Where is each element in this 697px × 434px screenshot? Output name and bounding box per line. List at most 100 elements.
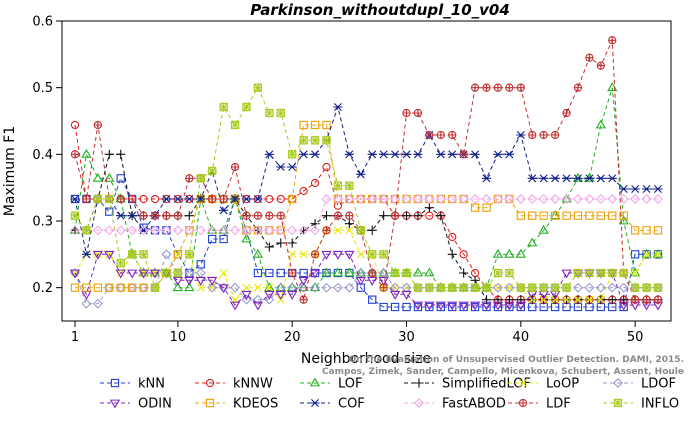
data-point-odin [127, 269, 138, 279]
data-point-lof [138, 267, 149, 277]
data-point-knn [208, 234, 217, 244]
data-point-fastabod [378, 194, 389, 204]
data-point-lof [424, 267, 435, 277]
data-point-fastabod [550, 194, 561, 204]
data-point-ldf [333, 211, 343, 220]
data-point-fastabod [184, 225, 195, 236]
data-point-odin [275, 290, 286, 300]
data-point-ldf [173, 211, 183, 220]
y-tick-label: 0.5 [32, 81, 53, 96]
data-point-odin [561, 269, 572, 279]
legend-label-ldf: LDF [546, 397, 571, 412]
legend-item-ldf: LDF [508, 397, 571, 412]
data-point-inflo [447, 283, 457, 293]
legend-label-knnw: kNNW [233, 377, 273, 392]
data-point-lof [207, 224, 218, 234]
data-point-knn [402, 302, 411, 312]
data-point-ldf [82, 194, 91, 204]
data-point-inflo [207, 166, 217, 176]
data-point-cof [299, 150, 309, 159]
data-point-ldf [253, 211, 263, 220]
data-point-lof [298, 282, 309, 292]
data-point-inflo [539, 283, 549, 293]
data-point-cof [413, 150, 423, 159]
data-point-cof [379, 150, 389, 159]
data-point-knn [448, 302, 457, 312]
series-loop [71, 226, 662, 304]
data-point-fastabod [287, 225, 298, 236]
data-point-loop [299, 250, 308, 259]
data-point-ldof [310, 282, 321, 293]
data-point-inflo [82, 225, 91, 235]
data-point-odin [481, 301, 492, 311]
data-point-inflo [242, 102, 251, 112]
data-point-lof [412, 267, 424, 277]
data-point-cof [573, 174, 583, 183]
series-layer [69, 36, 664, 312]
legend-label-odin: ODIN [138, 397, 172, 412]
data-point-odin [92, 250, 104, 260]
data-point-lof [344, 267, 355, 277]
data-point-lof [549, 210, 561, 220]
data-point-inflo [413, 283, 423, 293]
data-point-knnw [276, 194, 285, 204]
series-odin [69, 250, 664, 311]
data-point-cof [390, 150, 400, 159]
data-point-knnw [150, 194, 160, 204]
data-point-inflo [642, 283, 651, 293]
data-point-inflo [310, 135, 320, 145]
data-point-simplifiedlof [447, 249, 457, 259]
data-point-knn [379, 302, 388, 312]
data-point-kdeos [573, 211, 583, 220]
data-point-loop [356, 250, 365, 259]
data-point-kdeos [105, 283, 114, 292]
data-point-odin [344, 250, 355, 260]
data-point-inflo [356, 225, 366, 235]
legend-marker-inflo [613, 398, 623, 408]
data-point-knn [436, 302, 445, 312]
data-point-fastabod [492, 194, 503, 204]
data-point-simplifiedlof [459, 268, 469, 278]
x-axis-label: Neighborhood size [301, 351, 431, 367]
data-point-simplifiedlof [264, 242, 274, 252]
data-point-kdeos [630, 226, 640, 235]
data-point-ldf [516, 83, 525, 92]
legend-marker-ldof [613, 378, 623, 388]
data-point-loop [345, 226, 354, 235]
data-point-fastabod [515, 194, 526, 204]
legend: kNN kNNW LOF SimplifiedLOF LoOP LDOF ODIN KDEOS… [100, 377, 679, 412]
data-point-loop [288, 250, 297, 259]
data-point-knn [425, 302, 434, 312]
legend-item-simplifiedlof: SimplifiedLOF [404, 377, 531, 392]
data-point-ldf [596, 61, 605, 70]
legend-item-odin: ODIN [100, 397, 172, 412]
data-point-odin [218, 284, 229, 294]
data-point-knn [196, 260, 205, 269]
series-line-lof [74, 87, 658, 289]
data-point-ldof [595, 282, 606, 293]
data-point-knnw [448, 232, 457, 242]
data-point-ldof [264, 294, 275, 305]
data-point-ldf [242, 211, 251, 220]
data-point-knn [368, 295, 377, 304]
data-point-fastabod [172, 225, 183, 236]
data-point-fastabod [458, 194, 469, 204]
legend-item-lof: LOF [300, 377, 363, 392]
legend-marker-odin [109, 399, 121, 409]
data-point-fastabod [161, 225, 172, 236]
data-point-fastabod [150, 225, 160, 236]
legend-marker-lof [309, 377, 321, 387]
data-point-ldf [230, 162, 240, 172]
data-point-lof [332, 267, 344, 277]
data-point-cof [527, 174, 537, 183]
data-point-knnw [310, 178, 320, 188]
series-fastabod [70, 194, 663, 236]
data-point-knn [413, 302, 423, 312]
series-line-fastabod [75, 198, 658, 231]
data-point-fastabod [115, 225, 126, 236]
data-point-lof [629, 267, 641, 277]
data-point-inflo [402, 268, 411, 278]
data-point-lof [184, 282, 195, 292]
data-point-odin [104, 250, 115, 260]
series-line-inflo [74, 86, 658, 289]
